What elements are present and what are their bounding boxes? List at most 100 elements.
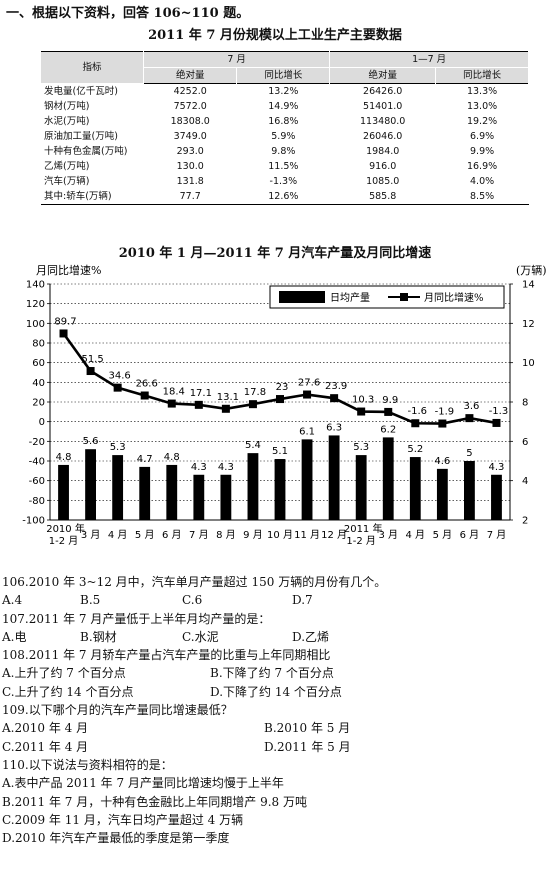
answer-option: C.2009 年 11 月，汽车日均产量超过 4 万辆 <box>2 812 244 827</box>
cell-july-abs: 3749.0 <box>173 131 207 142</box>
left-axis-tick-label: -100 <box>22 516 45 527</box>
line-value-label: 13.1 <box>217 392 239 403</box>
line-value-label: 10.3 <box>352 395 374 406</box>
x-axis-label: 9 月 <box>243 529 263 541</box>
answer-option: C.2011 年 4 月 <box>2 739 89 754</box>
answer-option: B.5 <box>80 593 101 608</box>
line-value-label: -1.3 <box>489 406 509 417</box>
line-point-marker <box>140 391 149 400</box>
production-table: 指标 7 月 1—7 月 绝对量 同比增长 绝对量 同比增长 发电量(亿千瓦时)… <box>41 51 529 205</box>
line-point-marker <box>438 419 447 428</box>
table-row: 钢材(万吨) 7572.0 14.9% 51401.0 13.0% <box>41 99 529 114</box>
x-axis-label: 10 月 <box>267 529 293 541</box>
answer-option: C.水泥 <box>182 629 219 644</box>
table-row: 发电量(亿千瓦时) 4252.0 13.2% 26426.0 13.3% <box>41 84 529 100</box>
cell-july-growth: -1.3% <box>269 176 298 187</box>
table-row: 水泥(万吨) 18308.0 16.8% 113480.0 19.2% <box>41 114 529 129</box>
options-row: B.2011 年 7 月，十种有色金融比上年同期增产 9.8 万吨 <box>2 793 548 811</box>
table-row: 原油加工量(万吨) 3749.0 5.9% 26046.0 6.9% <box>41 129 529 144</box>
line-point-marker <box>221 404 230 413</box>
cell-july-growth: 11.5% <box>268 161 299 172</box>
line-value-label: 23.9 <box>325 381 347 392</box>
left-axis-tick-label: 80 <box>32 339 45 350</box>
bar <box>409 457 421 520</box>
bar-value-label: 5 <box>466 448 472 459</box>
right-axis-tick-label: 14 <box>522 280 535 291</box>
question-stem: 110.以下说法与资料相符的是： <box>2 756 548 774</box>
bar-value-label: 5.3 <box>353 442 369 453</box>
bar-value-label: 6.1 <box>299 426 315 437</box>
bar-value-label: 6.2 <box>380 424 396 435</box>
x-axis-label: 11 月 <box>294 529 320 541</box>
options-row: C.2009 年 11 月，汽车日均产量超过 4 万辆 <box>2 811 548 829</box>
bar-value-label: 5.4 <box>245 440 261 451</box>
line-point-marker <box>303 390 312 399</box>
cell-ytd-abs: 585.8 <box>369 191 397 202</box>
question-stem: 106.2010 年 3~12 月中，汽车单月产量超过 150 万辆的月份有几个… <box>2 573 548 591</box>
question-stem: 108.2011 年 7 月轿车产量占汽车产量的比重与上年同期相比 <box>2 646 548 664</box>
cell-july-growth: 5.9% <box>271 131 296 142</box>
answer-option: D.2010 年汽车产量最低的季度是第一季度 <box>2 831 230 846</box>
bar <box>464 461 475 520</box>
cell-july-abs: 131.8 <box>176 176 204 187</box>
x-axis-label: 6 月 <box>162 529 182 541</box>
left-axis-tick-label: 60 <box>32 358 45 369</box>
line-value-label: -1.9 <box>435 407 455 418</box>
line-point-marker <box>411 419 420 428</box>
car-production-chart: 140 120 100 80 60 40 20 0 -20 -40 -60 -80 -100 14 12 10… <box>22 263 546 547</box>
question-text: 110.以下说法与资料相符的是： <box>2 757 173 772</box>
legend-box <box>269 285 505 309</box>
bar-value-label: 4.8 <box>56 452 72 463</box>
bar-value-label: 4.8 <box>164 452 180 463</box>
cell-ytd-abs: 26046.0 <box>363 131 403 142</box>
answer-option: A.上升了约 7 个百分点 <box>2 666 126 681</box>
bar <box>85 449 96 520</box>
cell-july-growth: 9.8% <box>271 146 296 157</box>
x-axis-label: 1-2 月 <box>346 535 376 547</box>
x-axis-label: 5 月 <box>433 529 453 541</box>
line-point-marker <box>276 395 284 404</box>
question-text: 109.以下哪个月的汽车产量同比增速最低？ <box>2 703 233 718</box>
left-axis-tick-label: -60 <box>29 476 45 487</box>
right-axis-tick-label: 2 <box>522 516 528 527</box>
questions-section: 106.2010 年 3~12 月中，汽车单月产量超过 150 万辆的月份有几个… <box>2 573 548 847</box>
question-stem: 107.2011 年 7 月产量低于上半年月均产量的是： <box>2 610 548 628</box>
bar <box>112 455 124 520</box>
cell-july-growth: 13.2% <box>268 86 299 97</box>
cell-ytd-growth: 8.5% <box>470 191 495 202</box>
options-row: A.2010 年 4 月 B.2010 年 5 月 <box>2 719 548 737</box>
line-point-marker <box>330 394 339 403</box>
bar-value-label: 5.2 <box>407 444 423 455</box>
bar <box>274 459 286 520</box>
answer-option: C.6 <box>182 593 203 608</box>
line-value-label: 26.6 <box>136 379 158 390</box>
chart-title: 2010 年 1 月—2011 年 7 月汽车产量及月同比增速 <box>118 246 432 261</box>
answer-option: A.表中产品 2011 年 7 月产量同比增速均慢于上半年 <box>2 776 284 791</box>
line-value-label: 17.1 <box>190 388 212 399</box>
question-stem: 109.以下哪个月的汽车产量同比增速最低？ <box>2 701 548 719</box>
line-point-marker <box>194 400 203 409</box>
line-point-marker <box>384 407 393 416</box>
bar <box>193 474 205 520</box>
left-axis-tick-label: 20 <box>32 398 45 409</box>
row-label: 乙烯(万吨) <box>44 161 90 172</box>
legend-bar-label: 日均产量 <box>330 291 370 304</box>
line-value-label: 89.7 <box>54 316 76 327</box>
line-point-marker <box>59 329 68 338</box>
answer-option: A.4 <box>2 593 23 608</box>
question-text: 106.2010 年 3~12 月中，汽车单月产量超过 150 万辆的月份有几个… <box>2 575 387 589</box>
line-value-label: 34.6 <box>109 371 131 382</box>
row-label: 原油加工量(万吨) <box>44 131 118 142</box>
table-row: 其中:轿车(万辆) 77.7 12.6% 585.8 8.5% <box>41 189 529 205</box>
cell-july-abs: 4252.0 <box>173 86 207 97</box>
line-point-marker <box>167 399 176 408</box>
line-point-marker <box>357 407 366 416</box>
left-axis-title: 月同比增速% <box>36 263 101 277</box>
bar-value-label: 5.6 <box>83 436 99 447</box>
table-row: 十种有色金属(万吨) 293.0 9.8% 1984.0 9.9% <box>41 144 529 159</box>
row-label: 其中:轿车(万辆) <box>44 191 112 202</box>
col-abs-ytd: 绝对量 <box>329 67 437 84</box>
options-row: C.2011 年 4 月 D.2011 年 5 月 <box>2 738 548 756</box>
cell-ytd-abs: 1085.0 <box>366 176 400 187</box>
cell-ytd-growth: 9.9% <box>470 146 495 157</box>
